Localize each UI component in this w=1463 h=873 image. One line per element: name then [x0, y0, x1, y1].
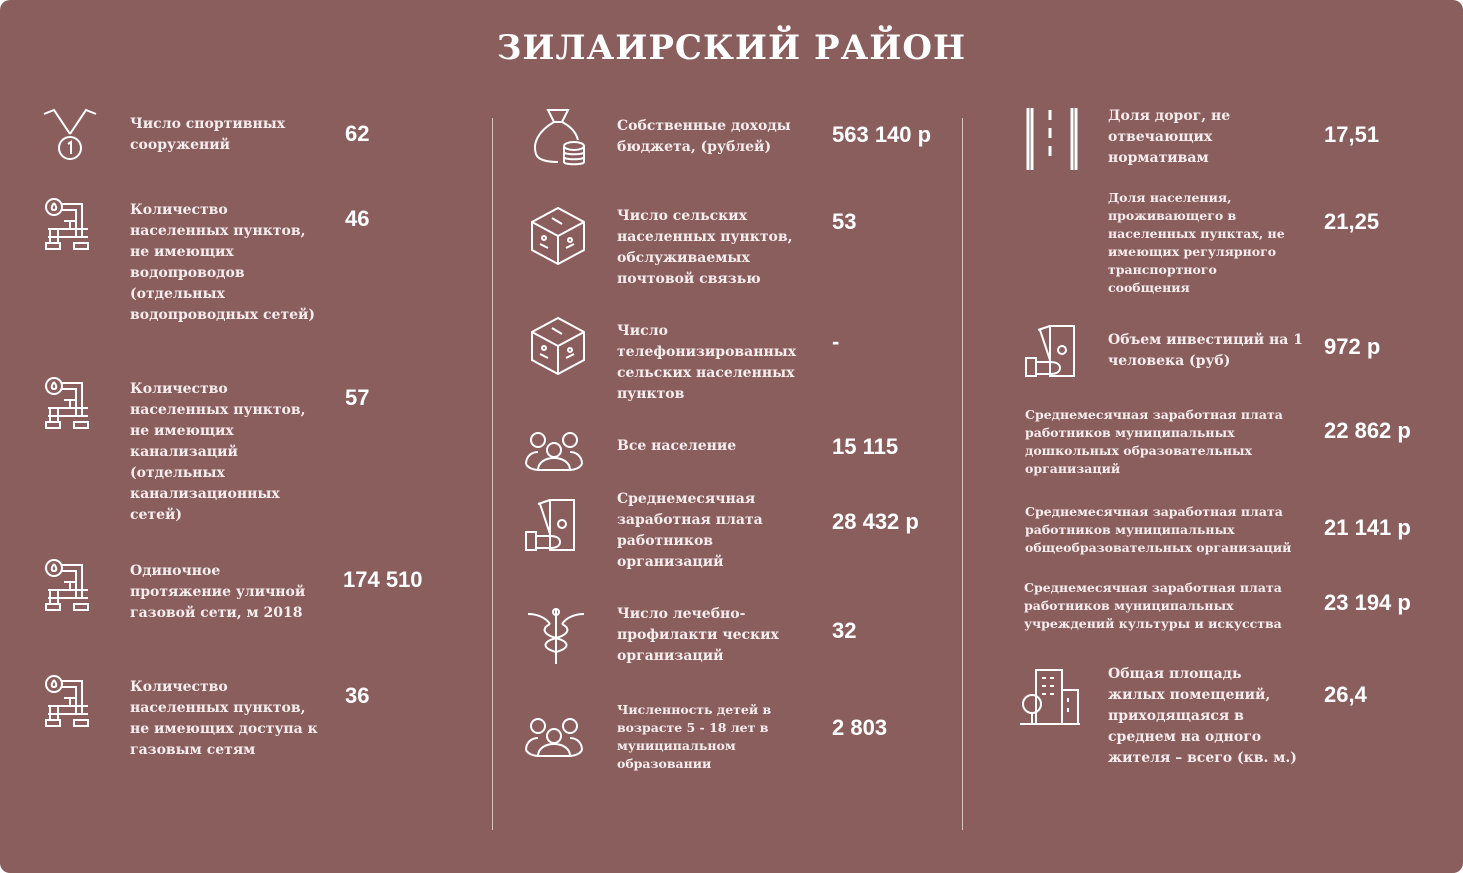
caduceus-icon — [524, 604, 588, 668]
label-no-gas-access: Количество населенных пунктов, не имеющи… — [130, 679, 318, 758]
value-telephone-settlements: - — [832, 329, 840, 354]
hand-money-icon — [522, 494, 586, 558]
value-average-salary: 28 432 р — [832, 509, 919, 534]
value-budget-income: 563 140 р — [832, 122, 932, 147]
circuit-cube-icon — [526, 204, 590, 268]
pipes-icon — [40, 374, 104, 438]
people-group-icon — [522, 706, 586, 770]
value-culture-salary: 23 194 р — [1324, 590, 1411, 615]
label-no-water-supply: Количество населенных пунктов, не имеющи… — [130, 202, 316, 323]
label-culture-salary: Среднемесячная заработная плата работник… — [1024, 580, 1282, 631]
label-school-salary: Среднемесячная заработная плата работник… — [1025, 504, 1292, 555]
label-average-salary: Среднемесячная заработная плата работник… — [617, 491, 763, 570]
pipes-icon — [40, 672, 104, 736]
label-substandard-roads: Доля дорог, не отвечающих нормативам — [1108, 108, 1231, 166]
label-postal-settlements: Число сельских населенных пунктов, обслу… — [617, 208, 793, 287]
pipes-icon — [40, 195, 104, 259]
value-investment-per-capita: 972 р — [1324, 334, 1381, 359]
value-postal-settlements: 53 — [832, 209, 857, 234]
label-children-count: Численность детей в возрасте 5 - 18 лет … — [617, 702, 772, 771]
value-children-count: 2 803 — [832, 715, 888, 740]
value-preschool-salary: 22 862 р — [1324, 418, 1411, 443]
label-investment-per-capita: Объем инвестиций на 1 человека (руб) — [1108, 332, 1303, 369]
circuit-cube-icon — [526, 314, 590, 378]
value-sports-facilities: 62 — [345, 121, 370, 146]
building-icon — [1018, 666, 1082, 730]
pipes-icon — [40, 556, 104, 620]
column-divider — [962, 118, 963, 830]
hand-money-icon — [1022, 320, 1086, 384]
label-sports-facilities: Число спортивных сооружений — [130, 116, 286, 153]
column-divider — [492, 118, 493, 830]
value-gas-network-length: 174 510 — [343, 567, 423, 592]
value-living-space-per-resident: 26,4 — [1324, 682, 1367, 707]
label-population: Все население — [617, 438, 737, 454]
label-gas-network-length: Одиночное протяжение уличной газовой сет… — [130, 563, 306, 621]
label-telephone-settlements: Число телефонизированных сельских населе… — [617, 323, 797, 402]
value-no-gas-access: 36 — [345, 683, 370, 708]
label-budget-income: Собственные доходы бюджета, (рублей) — [617, 118, 791, 155]
label-medical-organizations: Число лечебно-профилакти ческих организа… — [617, 606, 779, 664]
label-no-sewerage: Количество населенных пунктов, не имеющи… — [130, 381, 306, 523]
value-no-sewerage: 57 — [345, 385, 370, 410]
value-population: 15 115 — [832, 434, 899, 459]
value-medical-organizations: 32 — [832, 618, 857, 643]
value-school-salary: 21 141 р — [1324, 515, 1411, 540]
medal-icon — [38, 106, 102, 170]
value-substandard-roads: 17,51 — [1324, 122, 1380, 147]
people-group-icon — [522, 420, 586, 484]
road-icon — [1020, 106, 1084, 170]
page-title: ЗИЛАИРСКИЙ РАЙОН — [496, 28, 967, 68]
label-preschool-salary: Среднемесячная заработная плата работник… — [1025, 407, 1283, 476]
money-bag-icon — [526, 106, 590, 170]
value-no-transport-population: 21,25 — [1324, 209, 1380, 234]
value-no-water-supply: 46 — [345, 206, 370, 231]
label-living-space-per-resident: Общая площадь жилых помещений, приходяща… — [1108, 666, 1297, 766]
label-no-transport-population: Доля населения, проживающего в населенны… — [1108, 190, 1285, 295]
